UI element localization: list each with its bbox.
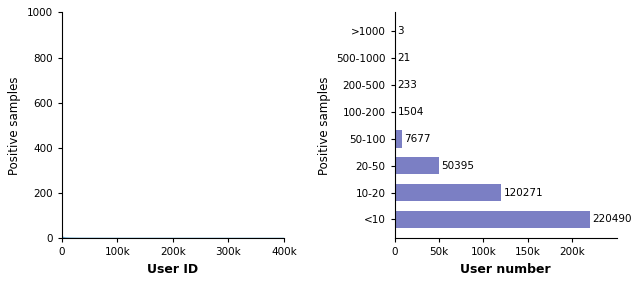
Y-axis label: Positive samples: Positive samples [317, 76, 331, 175]
Text: 120271: 120271 [504, 187, 543, 198]
Bar [395, 211, 590, 228]
Text: 3: 3 [397, 26, 404, 36]
Y-axis label: Positive samples: Positive samples [8, 76, 21, 175]
Text: 233: 233 [397, 80, 417, 90]
Text: 50395: 50395 [442, 161, 475, 171]
X-axis label: User ID: User ID [147, 263, 198, 276]
Text: 1504: 1504 [398, 107, 425, 117]
Bar [395, 184, 501, 201]
Text: 220490: 220490 [593, 214, 632, 224]
Text: 21: 21 [397, 53, 410, 63]
Bar [395, 103, 396, 121]
X-axis label: User number: User number [460, 263, 551, 276]
Bar [395, 130, 401, 148]
Text: 7677: 7677 [404, 134, 430, 144]
Bar [395, 157, 440, 174]
